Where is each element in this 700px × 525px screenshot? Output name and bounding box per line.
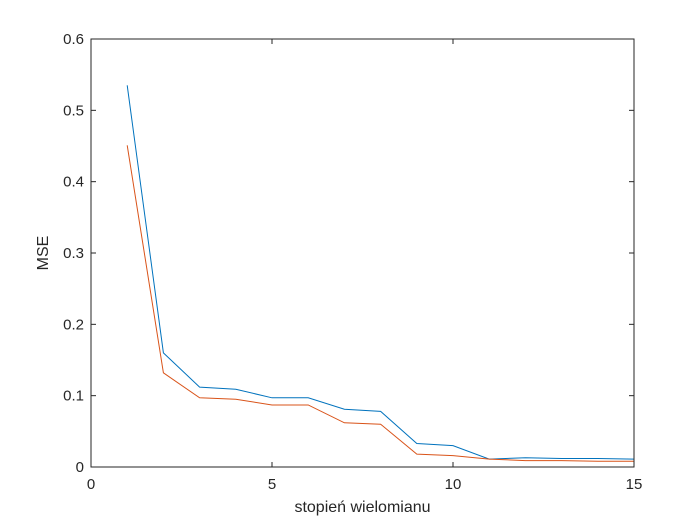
y-tick-label: 0.6 (63, 31, 84, 48)
y-tick-label: 0.5 (63, 102, 84, 119)
axis-ticks: 0 5 10 15 0 0.1 0.2 0.3 0.4 0.5 0.6 (63, 31, 642, 493)
x-tick-label: 5 (268, 476, 276, 493)
y-tick-label: 0.2 (63, 316, 84, 333)
y-tick-label: 0.3 (63, 245, 84, 262)
series-1-line (126, 85, 635, 460)
plot-area (126, 85, 635, 462)
y-tick-label: 0.1 (63, 388, 84, 405)
y-tick-label: 0 (76, 459, 84, 476)
series-2-line (126, 145, 634, 462)
x-tick-label: 10 (445, 476, 462, 493)
x-tick-label: 0 (87, 476, 95, 493)
y-tick-label: 0.4 (63, 174, 84, 191)
x-axis-title: stopień wielomianu (294, 499, 430, 516)
y-axis-title: MSE (35, 236, 52, 271)
x-tick-label: 15 (626, 476, 643, 493)
